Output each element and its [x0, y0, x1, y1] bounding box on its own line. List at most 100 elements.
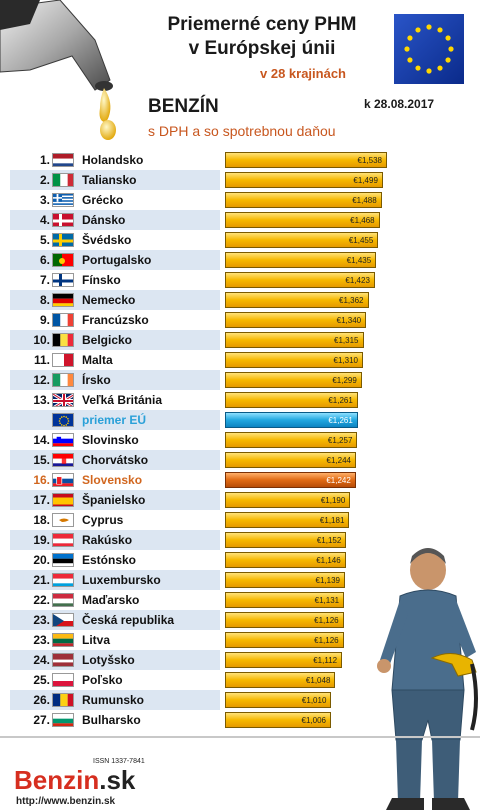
logo-main: Benzin [14, 765, 100, 795]
chart-title-line1: Priemerné ceny PHM [167, 14, 357, 35]
country-label: Rumunsko [82, 693, 145, 707]
price-bar: €1,112 [225, 652, 343, 668]
price-bar: €1,455 [225, 232, 379, 248]
country-label: Lotyšsko [82, 653, 135, 667]
price-bar: €1,181 [225, 512, 350, 528]
country-label: Estónsko [82, 553, 137, 567]
rank-label: 22. [33, 593, 50, 607]
country-label: Grécko [82, 193, 124, 207]
rank-label: 7. [39, 273, 50, 287]
hr-flag-icon [52, 453, 74, 467]
rank-label: 18. [33, 513, 50, 527]
price-bar: €1,190 [225, 492, 351, 508]
country-label: Cyprus [82, 513, 124, 527]
header: Priemerné ceny PHM v Európskej únii v 28… [0, 0, 480, 150]
table-row: 15. Chorvátsko €1,244 [10, 450, 470, 470]
country-label: Francúzsko [82, 313, 149, 327]
table-row: 16. Slovensko €1,242 [10, 470, 470, 490]
rank-label: 9. [39, 313, 50, 327]
rank-label: 13. [33, 393, 50, 407]
se-flag-icon [52, 233, 74, 247]
ro-flag-icon [52, 693, 74, 707]
lv-flag-icon [52, 653, 74, 667]
logo-domain: .sk [99, 765, 136, 795]
table-row: 12. Írsko €1,299 [10, 370, 470, 390]
ie-flag-icon [52, 373, 74, 387]
rank-label: 3. [39, 193, 50, 207]
table-row: 4. Dánsko €1,468 [10, 210, 470, 230]
fuel-attendant-illustration [377, 548, 478, 810]
eu-star [437, 27, 443, 33]
eu-star [415, 65, 421, 71]
country-label: Taliansko [82, 173, 137, 187]
price-value: €1,190 [320, 496, 346, 505]
at-flag-icon [52, 533, 74, 547]
price-bar: €1,499 [225, 172, 383, 188]
price-bar: €1,244 [225, 452, 356, 468]
price-bar: €1,423 [225, 272, 375, 288]
country-label: Luxembursko [82, 573, 161, 587]
dk-flag-icon [52, 213, 74, 227]
table-row: 20. Estónsko €1,146 [10, 550, 470, 570]
price-value: €1,488 [352, 196, 377, 205]
ee-flag-icon [52, 553, 74, 567]
date-label: k 28.08.2017 [364, 97, 435, 111]
eu-flag-icon [52, 413, 74, 427]
rank-label: 1. [39, 153, 50, 167]
rank-label: 14. [33, 433, 50, 447]
fuel-type: BENZÍN [148, 96, 219, 117]
gr-flag-icon [52, 193, 74, 207]
benzin-logo[interactable]: Benzin.sk [14, 765, 135, 796]
price-bar: €1,006 [225, 712, 331, 728]
rank-label: 20. [33, 553, 50, 567]
rank-label: 23. [33, 633, 50, 647]
country-label: Švédsko [82, 233, 132, 247]
price-value: €1,010 [301, 696, 327, 705]
rank-label: 27. [33, 713, 50, 727]
cy-flag-icon [52, 513, 74, 527]
table-row: 3. Grécko €1,488 [10, 190, 470, 210]
rank-label: 2. [39, 173, 50, 187]
table-row: 5. Švédsko €1,455 [10, 230, 470, 250]
mt-flag-icon [52, 353, 74, 367]
table-row: 17. Španielsko €1,190 [10, 490, 470, 510]
rank-label: 6. [39, 253, 50, 267]
country-label: Poľsko [82, 673, 123, 687]
price-value: €1,152 [316, 536, 342, 545]
eu-star [445, 57, 451, 63]
rank-label: 23. [33, 613, 50, 627]
country-label: Portugalsko [82, 253, 152, 267]
price-bar: €1,310 [225, 352, 363, 368]
country-label: Maďarsko [82, 593, 140, 607]
table-row: 2. Taliansko €1,499 [10, 170, 470, 190]
price-value: €1,146 [316, 556, 341, 565]
table-row: 13. Veľká Británia €1,261 [10, 390, 470, 410]
eu-star [445, 35, 451, 41]
country-label: Bulharsko [82, 713, 141, 727]
eu-star [448, 46, 454, 52]
table-row: 8. Nemecko €1,362 [10, 290, 470, 310]
price-value: €1,538 [357, 156, 382, 165]
price-value: €1,126 [314, 616, 339, 625]
price-value: €1,261 [328, 396, 353, 405]
price-bar: €1,261 [225, 392, 358, 408]
price-value: €1,455 [348, 236, 374, 245]
de-flag-icon [52, 293, 74, 307]
price-bar: €1,261 [225, 412, 358, 428]
table-row: 14. Slovinsko €1,257 [10, 430, 470, 450]
price-bar: €1,538 [225, 152, 387, 168]
rank-label: 21. [33, 573, 50, 587]
table-row: 21. Luxembursko €1,139 [10, 570, 470, 590]
country-label: Írsko [82, 373, 111, 387]
chart-title-line2: v Európskej únii [188, 38, 336, 59]
price-value: €1,299 [332, 376, 357, 385]
price-value: €1,048 [305, 676, 331, 685]
country-label: Chorvátsko [82, 453, 149, 467]
website-link[interactable]: http://www.benzin.sk [16, 796, 116, 807]
price-bar: €1,010 [225, 692, 332, 708]
price-value: €1,468 [350, 216, 375, 225]
country-label: Slovensko [82, 473, 143, 487]
country-label: Rakúsko [82, 533, 133, 547]
country-label: Dánsko [82, 213, 126, 227]
bg-flag-icon [52, 713, 74, 727]
